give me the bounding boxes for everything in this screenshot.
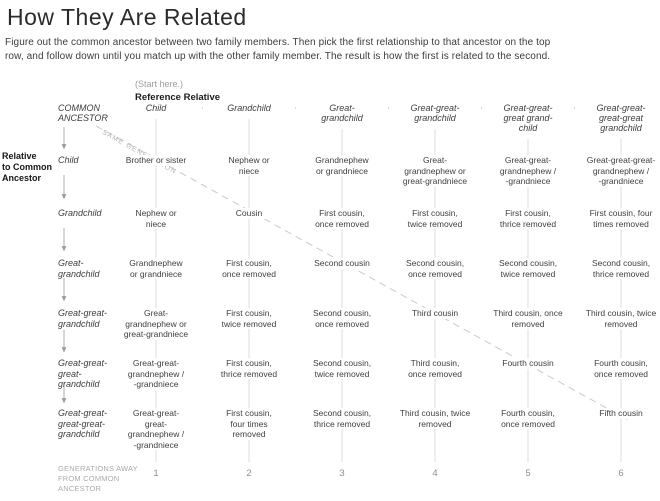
grid-cell: Fourth cousin, once removed [575, 358, 660, 379]
column-header: Grandchild [203, 103, 295, 113]
row-label: Child [58, 155, 79, 165]
reference-relative-label: Reference Relative [135, 92, 221, 103]
row-label: Great-great- grandchild [58, 308, 108, 329]
grid-cell: First cousin, once removed [203, 258, 295, 279]
grid-cell: Third cousin, once removed [389, 358, 481, 379]
grid-cell: First cousin, four times removed [203, 408, 295, 440]
grid-cell: Great-great- great- grandnephew / -grand… [110, 408, 202, 450]
description-text: Figure out the common ancestor between t… [5, 37, 551, 62]
grid-cell: Fourth cousin [482, 358, 574, 369]
grid-cell: Third cousin, twice removed [575, 308, 660, 329]
generation-number: 6 [618, 468, 624, 479]
grid-cell: Nephew or niece [203, 155, 295, 176]
generations-axis-label: GENERATIONS AWAY FROM COMMON ANCESTOR [58, 464, 138, 493]
grid-cell: Great-great-great- grandnephew / -grandn… [575, 155, 660, 187]
grid-cell: Great- grandnephew or great-grandniece [389, 155, 481, 187]
grid-cell: Second cousin, once removed [389, 258, 481, 279]
grid-cell: Brother or sister [110, 155, 202, 166]
grid-cell: Fourth cousin, once removed [482, 408, 574, 429]
grid-cell: Second cousin [296, 258, 388, 269]
grid-cell: First cousin, thrice removed [203, 358, 295, 379]
row-label: Great- grandchild [58, 258, 100, 279]
page-title: How They Are Related [7, 4, 247, 30]
grid-cell: First cousin, four times removed [575, 208, 660, 229]
row-axis-label: Relative to Common Ancestor [2, 151, 52, 183]
row-label: Great-great- great-great- grandchild [58, 408, 108, 439]
column-header: Great- grandchild [296, 103, 388, 123]
same-generation-diagonal [95, 125, 631, 422]
row-label: Grandchild [58, 208, 102, 218]
row-label: Great-great- great- grandchild [58, 358, 108, 389]
grid-cell: Cousin [203, 208, 295, 219]
grid-cell: First cousin, twice removed [389, 208, 481, 229]
grid-cell: Second cousin, once removed [296, 308, 388, 329]
grid-cell: First cousin, once removed [296, 208, 388, 229]
grid-cell: Fifth cousin [575, 408, 660, 419]
grid-cell: Second cousin, thrice removed [575, 258, 660, 279]
common-ancestor-label: COMMON ANCESTOR [58, 103, 108, 123]
generation-number: 3 [339, 468, 345, 479]
grid-cell: Second cousin, twice removed [296, 358, 388, 379]
grid-cell: Third cousin, twice removed [389, 408, 481, 429]
column-header: Great-great- great-great grandchild [575, 103, 660, 133]
grid-cell: Grandnephew or grandniece [110, 258, 202, 279]
column-header: Great-great- great grand- child [482, 103, 574, 133]
grid-cell: Nephew or niece [110, 208, 202, 229]
grid-cell: First cousin, thrice removed [482, 208, 574, 229]
grid-cell: Great-great- grandnephew / -grandniece [482, 155, 574, 187]
generation-number: 1 [153, 468, 159, 479]
grid-cell: Second cousin, thrice removed [296, 408, 388, 429]
grid-cell: Grandnephew or grandniece [296, 155, 388, 176]
generation-number: 4 [432, 468, 438, 479]
grid-cell: Third cousin [389, 308, 481, 319]
grid-cell: First cousin, twice removed [203, 308, 295, 329]
column-header: Great-great- grandchild [389, 103, 481, 123]
generation-number: 5 [525, 468, 531, 479]
grid-cell: Great- grandnephew or great-grandniece [110, 308, 202, 340]
generation-number: 2 [246, 468, 252, 479]
grid-cell: Second cousin, twice removed [482, 258, 574, 279]
grid-cell: Third cousin, once removed [482, 308, 574, 329]
start-here-note: (Start here.) [135, 79, 184, 89]
grid-cell: Great-great- grandnephew / -grandniece [110, 358, 202, 390]
column-header: Child [110, 103, 202, 113]
